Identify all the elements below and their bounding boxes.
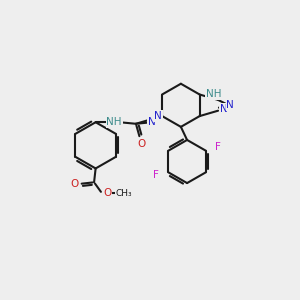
Text: N: N	[148, 117, 155, 127]
Text: N: N	[226, 100, 234, 110]
Text: NH: NH	[106, 117, 122, 127]
Text: F: F	[215, 142, 221, 152]
Text: F: F	[153, 169, 159, 180]
Text: NH: NH	[206, 89, 221, 99]
Text: CH₃: CH₃	[116, 189, 133, 198]
Text: O: O	[103, 188, 111, 198]
Text: O: O	[137, 139, 146, 149]
Text: N: N	[154, 111, 162, 121]
Text: N: N	[220, 104, 227, 114]
Text: O: O	[70, 179, 79, 189]
